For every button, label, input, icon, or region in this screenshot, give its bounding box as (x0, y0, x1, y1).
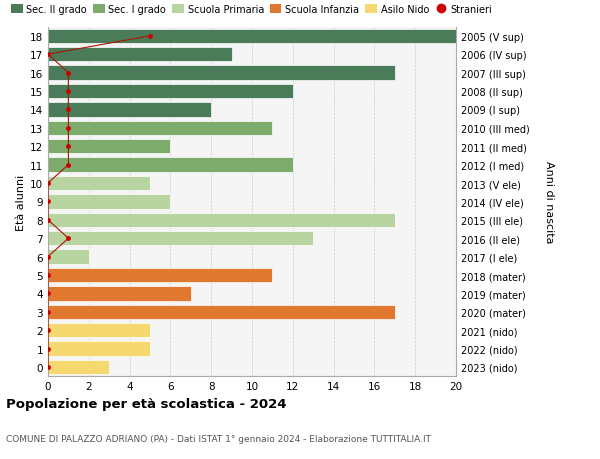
Y-axis label: Anni di nascita: Anni di nascita (544, 161, 554, 243)
Bar (48, 121, 272, 136)
Bar (48, 103, 211, 118)
Bar (48, 323, 150, 338)
Bar (48, 48, 232, 62)
Text: COMUNE DI PALAZZO ADRIANO (PA) - Dati ISTAT 1° gennaio 2024 - Elaborazione TUTTI: COMUNE DI PALAZZO ADRIANO (PA) - Dati IS… (6, 434, 431, 443)
Bar (48, 66, 395, 81)
Bar (48, 140, 170, 154)
Bar (48, 268, 272, 283)
Bar (48, 250, 89, 264)
Bar (48, 305, 395, 319)
Bar (48, 286, 191, 301)
Bar (48, 29, 456, 44)
Bar (48, 213, 395, 228)
Y-axis label: Età alunni: Età alunni (16, 174, 26, 230)
Bar (48, 84, 293, 99)
Bar (48, 195, 170, 209)
Text: Popolazione per età scolastica - 2024: Popolazione per età scolastica - 2024 (6, 397, 287, 410)
Bar (48, 158, 293, 173)
Bar (48, 360, 109, 375)
Bar (48, 176, 150, 191)
Bar (48, 341, 150, 356)
Bar (48, 231, 313, 246)
Legend: Sec. II grado, Sec. I grado, Scuola Primaria, Scuola Infanzia, Asilo Nido, Stran: Sec. II grado, Sec. I grado, Scuola Prim… (11, 5, 492, 15)
